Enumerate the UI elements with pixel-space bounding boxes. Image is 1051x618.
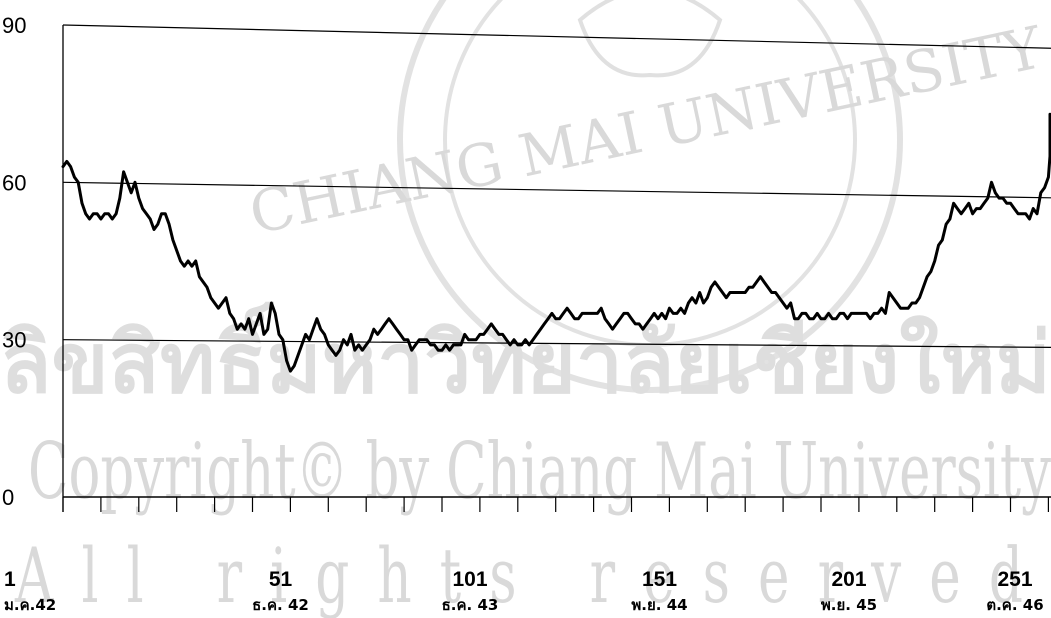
x-tick-date-151: พ.ย. 44	[631, 596, 687, 614]
x-tick-date-201: พ.ย. 45	[821, 596, 877, 614]
y-tick-label-30: 30	[2, 328, 26, 353]
x-tick-number-101: 101	[452, 568, 487, 591]
y-tick-label-0: 0	[2, 485, 14, 510]
x-axis-ticks	[62, 497, 1050, 512]
x-tick-number-251: 251	[997, 568, 1032, 591]
watermark-rights-text: All rights reserved	[14, 531, 1051, 618]
watermark-seal-text: CHIANG MAI UNIVERSITY	[244, 13, 1049, 248]
y-tick-label-90: 90	[2, 13, 26, 38]
x-tick-number-201: 201	[831, 568, 866, 591]
seal-inner-ring	[443, 0, 857, 347]
x-tick-number-51: 51	[269, 568, 293, 591]
seal-emblem	[577, 0, 723, 78]
watermark-thai-text: ลิขสิทธิ์มหาวิทยาลัยเชียงใหม่	[0, 301, 1051, 412]
x-tick-date-1: ม.ค.42	[4, 596, 56, 614]
series-line	[61, 112, 1051, 373]
gridline-30	[62, 339, 1051, 349]
x-tick-number-151: 151	[642, 568, 677, 591]
x-tick-date-51: ธ.ค. 42	[252, 596, 309, 614]
x-tick-date-101: ธ.ค. 43	[442, 596, 499, 614]
x-tick-date-251: ต.ค. 46	[986, 596, 1043, 614]
gridline-90	[62, 24, 1051, 49]
y-tick-label-60: 60	[2, 170, 26, 195]
x-tick-number-1: 1	[4, 568, 16, 591]
seal-outer-ring	[397, 0, 903, 393]
x-axis-tick-labels: 1 ม.ค.42 51 ธ.ค. 42 101 ธ.ค. 43 151 พ.ย. 44 201 พ…	[4, 568, 1044, 614]
y-axis-tick-labels: 0 30 60 90	[2, 13, 26, 510]
gridlines	[62, 24, 1051, 349]
gridline-60	[62, 181, 1051, 199]
watermark-copyright-text: Copyright© by Chiang Mai University	[28, 427, 1051, 517]
